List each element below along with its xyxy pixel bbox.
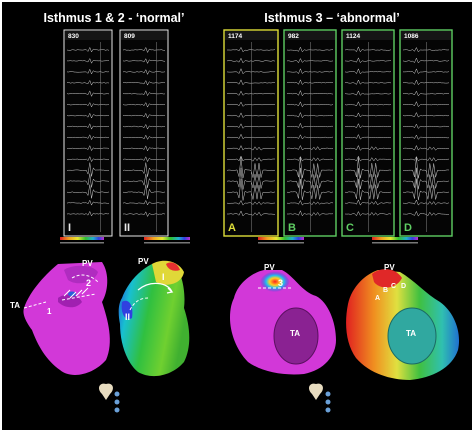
panel-label: C (346, 222, 354, 234)
panel-cycle-length: 1124 (346, 33, 360, 40)
map4-site-D-label: D (401, 283, 406, 290)
egm-panel-B: 982 B (283, 29, 337, 237)
panel-cycle-length: 982 (288, 33, 299, 40)
map3-site-3-label: 3 (278, 278, 283, 288)
lat-scale-right (372, 237, 418, 244)
map4-ta-label: TA (406, 329, 416, 338)
heading-normal: Isthmus 1 & 2 - ‘normal’ (43, 11, 184, 25)
map1-ta-label: TA (10, 301, 20, 310)
egm-panel-A: 1174 A (223, 29, 279, 237)
egm-panel-C: 1124 C (341, 29, 395, 237)
map1-isthmus-2-label: 2 (86, 278, 91, 288)
voltage-map-normal (23, 262, 110, 375)
map2-isthmus-II-label: II (125, 312, 130, 322)
map1-pv-label: PV (82, 259, 93, 268)
panel-label: B (288, 222, 296, 234)
panel-label: D (404, 222, 412, 234)
panel-label: II (124, 222, 130, 234)
voltage-scale-right (258, 237, 304, 244)
egm-panel-II: 809 II (119, 29, 169, 237)
lat-map-normal (118, 260, 190, 377)
panel-cycle-length: 1086 (404, 33, 419, 40)
panel-cycle-length: 809 (124, 33, 135, 40)
lat-map-abnormal (346, 269, 460, 380)
panel-label: A (228, 222, 236, 234)
map4-site-B-label: B (383, 287, 388, 294)
map3-ta-label: TA (290, 329, 300, 338)
map4-pv-label: PV (384, 263, 395, 272)
map2-pv-label: PV (138, 257, 149, 266)
egm-panel-I: 830 I (63, 29, 113, 237)
orientation-heart-icon-left (99, 383, 120, 413)
map2-isthmus-I-label: I (162, 272, 165, 282)
map1-isthmus-1-label: 1 (47, 307, 52, 316)
map3-pv-label: PV (264, 263, 275, 272)
voltage-scale-left (60, 237, 104, 244)
panel-cycle-length: 1174 (228, 33, 242, 40)
orientation-heart-icon-right (309, 383, 331, 413)
panel-label: I (68, 222, 71, 234)
map4-site-A-label: A (375, 295, 380, 302)
voltage-map-abnormal (230, 270, 336, 375)
egm-panel-D: 1086 D (399, 29, 453, 237)
map4-site-C-label: C (391, 283, 396, 290)
heading-abnormal: Isthmus 3 – ‘abnormal’ (264, 11, 399, 25)
lat-scale-left (144, 237, 190, 244)
panel-cycle-length: 830 (68, 33, 79, 40)
